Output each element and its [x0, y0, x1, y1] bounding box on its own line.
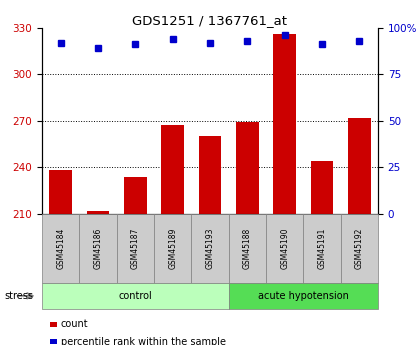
Bar: [87, 211, 109, 214]
Text: GSM45188: GSM45188: [243, 228, 252, 269]
Text: GDS1251 / 1367761_at: GDS1251 / 1367761_at: [132, 14, 288, 27]
Text: GSM45192: GSM45192: [355, 228, 364, 269]
Text: stress: stress: [5, 291, 34, 301]
Bar: [124, 177, 147, 214]
Text: GSM45187: GSM45187: [131, 228, 140, 269]
Text: GSM45191: GSM45191: [318, 228, 326, 269]
Text: GSM45193: GSM45193: [205, 228, 215, 269]
Text: GSM45184: GSM45184: [56, 228, 65, 269]
Text: control: control: [118, 291, 152, 301]
Text: acute hypotension: acute hypotension: [258, 291, 349, 301]
Bar: [161, 126, 184, 214]
Text: percentile rank within the sample: percentile rank within the sample: [61, 337, 226, 345]
Bar: [273, 34, 296, 214]
Bar: [199, 136, 221, 214]
Bar: [236, 122, 259, 214]
Bar: [311, 161, 333, 214]
Text: GSM45189: GSM45189: [168, 228, 177, 269]
Text: GSM45186: GSM45186: [94, 228, 102, 269]
Bar: [50, 170, 72, 214]
Bar: [348, 118, 370, 214]
Text: count: count: [61, 319, 89, 329]
Text: GSM45190: GSM45190: [280, 228, 289, 269]
